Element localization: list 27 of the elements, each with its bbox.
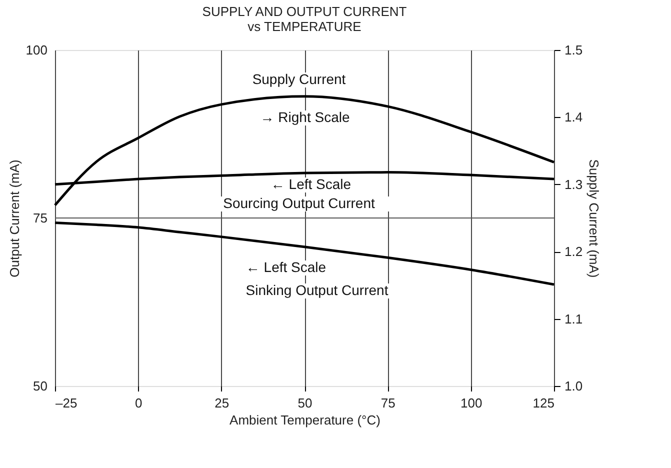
x-tick-label: 0 (135, 396, 142, 410)
x-tick-label: –25 (56, 396, 78, 410)
y-tick-label: 100 (26, 42, 48, 58)
y2-tick-label: 1.5 (564, 42, 583, 58)
y2-tick-label: 1.0 (564, 378, 583, 394)
x-tick-label: 100 (460, 396, 482, 410)
x-axis-title: Ambient Temperature (°C) (230, 412, 380, 428)
line-series (54, 221, 556, 286)
x-tick-label: 75 (380, 396, 396, 410)
annotation: Supply Current (252, 71, 346, 87)
y2-tick-label: 1.2 (564, 244, 583, 260)
annotation: ← Left Scale (270, 176, 352, 192)
chart-title: SUPPLY AND OUTPUT CURRENT vs TEMPERATURE (202, 4, 407, 34)
x-tick-label: 50 (298, 396, 312, 410)
y2-tick-label: 1.1 (564, 311, 583, 326)
y-tick-label: 50 (33, 378, 48, 394)
y-axis-title: Output Current (mA) (6, 160, 22, 278)
x-tick-label: 125 (532, 396, 554, 410)
y2-tick-label: 1.4 (564, 110, 583, 125)
y2-axis-title: Supply Current (mA) (586, 159, 602, 278)
annotation: ← Left Scale (246, 259, 326, 275)
y2-tick-label: 1.3 (564, 176, 583, 192)
annotation: Sourcing Output Current (223, 195, 375, 211)
annotation: Sinking Output Current (246, 282, 388, 298)
y-tick-label: 75 (33, 210, 48, 226)
annotation: → Right Scale (260, 109, 350, 125)
x-tick-label: 25 (214, 396, 230, 410)
